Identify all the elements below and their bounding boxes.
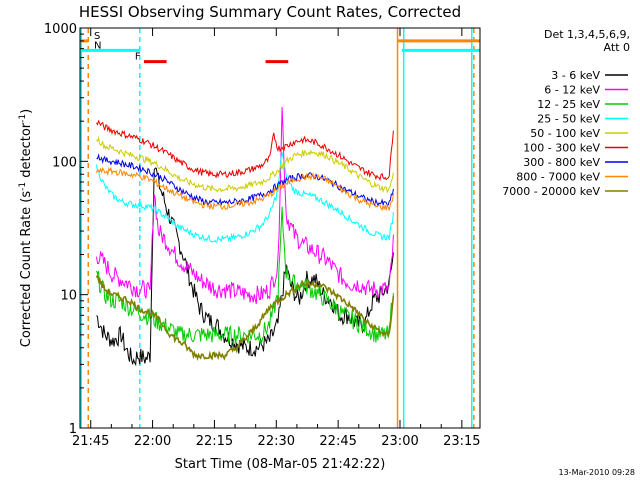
series-line-2 bbox=[96, 206, 394, 346]
y-tick-label-0: 1 bbox=[69, 422, 77, 437]
series-line-8 bbox=[95, 273, 395, 361]
y-tick-label-2: 100 bbox=[52, 155, 77, 170]
plot-frame bbox=[79, 27, 481, 429]
timestamp: 13-Mar-2010 09:28 bbox=[559, 468, 636, 477]
legend-label-2: 12 - 25 keV bbox=[537, 98, 600, 111]
legend-label-0: 3 - 6 keV bbox=[551, 69, 600, 82]
y-axis-label: Corrected Count Rate (s-1 detector-1) bbox=[18, 109, 34, 347]
y-axis: 1 10 100 1000 bbox=[44, 22, 88, 437]
series-line-3 bbox=[96, 152, 394, 244]
legend-label-1: 6 - 12 keV bbox=[544, 84, 600, 97]
series-line-7 bbox=[96, 166, 394, 212]
series-line-4 bbox=[96, 136, 394, 194]
legend-header-line1: Det 1,3,4,5,6,9, bbox=[544, 28, 630, 41]
series-line-1 bbox=[96, 107, 394, 305]
flag-label-0: S bbox=[94, 31, 100, 42]
legend-label-6: 300 - 800 keV bbox=[523, 156, 600, 169]
legend-label-5: 100 - 300 keV bbox=[523, 142, 600, 155]
x-tick-label-2: 22:15 bbox=[196, 434, 233, 449]
x-tick-label-1: 22:00 bbox=[134, 434, 171, 449]
series-line-5 bbox=[96, 119, 394, 182]
x-tick-label-0: 21:45 bbox=[72, 434, 109, 449]
series-line-0 bbox=[96, 167, 394, 367]
plot-area: SN F bbox=[80, 28, 480, 428]
x-tick-label-3: 22:30 bbox=[258, 434, 295, 449]
x-tick-label-4: 22:45 bbox=[319, 434, 356, 449]
x-tick-label-6: 23:15 bbox=[443, 434, 480, 449]
flag-label-2: F bbox=[135, 52, 141, 63]
legend-label-4: 50 - 100 keV bbox=[530, 127, 600, 140]
x-tick-label-5: 23:00 bbox=[381, 434, 418, 449]
flag-label-1: N bbox=[94, 40, 101, 51]
legend-header-line2: Att 0 bbox=[604, 41, 630, 54]
x-axis-label: Start Time (08-Mar-05 21:42:22) bbox=[175, 457, 386, 472]
legend-label-3: 25 - 50 keV bbox=[537, 113, 600, 126]
legend-label-7: 800 - 7000 keV bbox=[516, 171, 600, 184]
legend-label-8: 7000 - 20000 keV bbox=[502, 185, 600, 198]
x-axis: 21:45 22:00 22:15 22:30 22:45 23:00 23:15 bbox=[72, 28, 481, 449]
y-tick-label-1: 10 bbox=[60, 289, 77, 304]
chart-title: HESSI Observing Summary Count Rates, Cor… bbox=[79, 3, 461, 21]
y-tick-label-3: 1000 bbox=[44, 22, 77, 37]
